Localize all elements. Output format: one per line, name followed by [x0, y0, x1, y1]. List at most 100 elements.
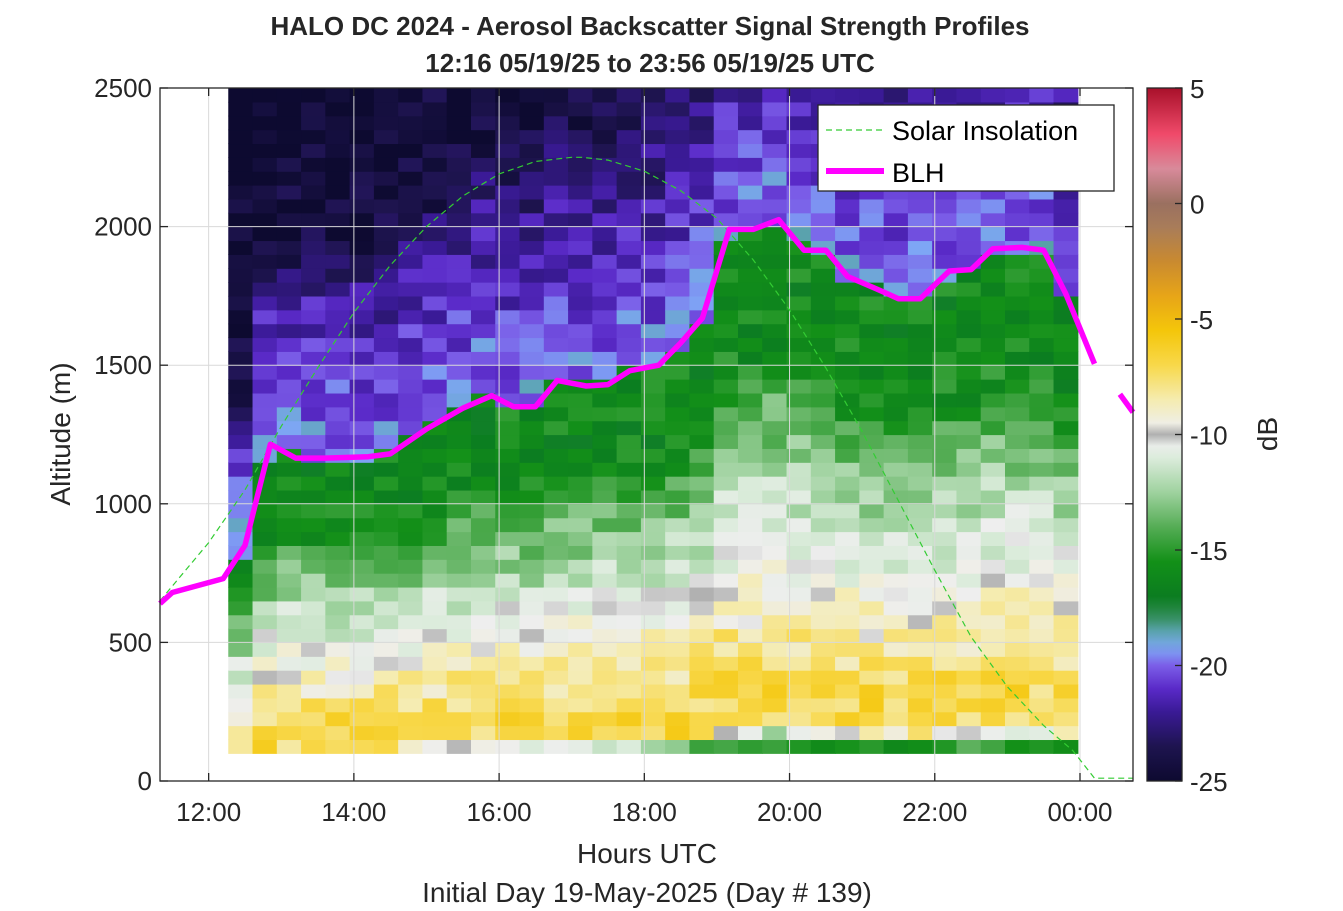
heatmap-cell	[737, 115, 763, 131]
heatmap-cell	[1053, 254, 1079, 269]
heatmap-cell	[786, 448, 812, 463]
heatmap-cell	[956, 295, 982, 311]
heatmap-cell	[373, 545, 399, 560]
heatmap-cell	[470, 656, 496, 671]
heatmap-cell	[689, 115, 715, 131]
heatmap-cell	[592, 351, 618, 366]
heatmap-cell	[932, 656, 958, 671]
heatmap-cell	[592, 240, 618, 255]
heatmap-cell	[810, 503, 836, 519]
heatmap-cell	[592, 254, 618, 269]
heatmap-cell	[689, 545, 715, 560]
heatmap-cell	[762, 309, 788, 325]
heatmap-cell	[640, 628, 666, 643]
heatmap-cell	[543, 115, 569, 131]
heatmap-cell	[519, 351, 545, 366]
heatmap-cell	[665, 88, 691, 103]
heatmap-cell	[543, 420, 569, 436]
heatmap-cell	[616, 614, 642, 630]
heatmap-cell	[980, 725, 1006, 741]
heatmap-cell	[422, 323, 448, 339]
heatmap-cell	[883, 365, 909, 380]
heatmap-cell	[640, 683, 666, 699]
heatmap-cell	[616, 171, 642, 186]
heatmap-cell	[689, 670, 715, 685]
heatmap-cell	[883, 739, 909, 754]
heatmap-cell	[665, 531, 691, 546]
legend-blh-label: BLH	[892, 158, 945, 188]
heatmap-cell	[1005, 559, 1030, 574]
heatmap-cell	[519, 517, 545, 533]
heatmap-cell	[592, 642, 618, 657]
heatmap-cell	[713, 295, 739, 311]
heatmap-cell	[907, 739, 933, 754]
heatmap-cell	[907, 586, 933, 602]
heatmap-cell	[519, 545, 545, 560]
heatmap-cell	[737, 739, 763, 754]
heatmap-cell	[810, 573, 836, 588]
legend-solar-label: Solar Insolation	[892, 116, 1078, 146]
heatmap-cell	[713, 268, 739, 283]
heatmap-cell	[980, 642, 1006, 657]
heatmap-cell	[980, 309, 1006, 325]
colorbar-tick-label: -15	[1190, 536, 1228, 566]
heatmap-cell	[373, 697, 399, 713]
heatmap-cell	[737, 628, 763, 643]
heatmap-cell	[980, 392, 1006, 408]
heatmap-cell	[689, 489, 715, 505]
heatmap-cell	[616, 88, 642, 103]
heatmap-cell	[568, 268, 593, 283]
heatmap-cell	[859, 212, 885, 228]
heatmap-cell	[470, 157, 496, 172]
heatmap-cell	[470, 226, 496, 242]
heatmap-cell	[786, 573, 812, 588]
heatmap-cell	[616, 392, 642, 408]
heatmap-cell	[519, 226, 545, 242]
heatmap-cell	[228, 365, 254, 380]
heatmap-cell	[568, 434, 593, 449]
heatmap-cell	[616, 683, 642, 699]
heatmap-cell	[1005, 711, 1030, 727]
heatmap-cell	[398, 365, 424, 380]
heatmap-cell	[349, 143, 375, 158]
heatmap-cell	[956, 420, 982, 436]
heatmap-cell	[689, 268, 715, 283]
heatmap-cell	[737, 670, 763, 685]
heatmap-cell	[665, 240, 691, 255]
heatmap-cell	[568, 420, 593, 436]
heatmap-cell	[1053, 503, 1079, 519]
heatmap-cell	[689, 683, 715, 699]
heatmap-cell	[422, 420, 448, 436]
heatmap-cell	[470, 115, 496, 131]
heatmap-cell	[689, 101, 715, 117]
heatmap-cell	[956, 212, 982, 228]
x-tick-label: 22:00	[902, 797, 967, 827]
heatmap-cell	[446, 143, 472, 158]
heatmap-cell	[932, 573, 958, 588]
heatmap-cell	[1029, 517, 1055, 533]
heatmap-cell	[568, 448, 593, 463]
heatmap-cell	[883, 586, 909, 602]
heatmap-cell	[470, 586, 496, 602]
heatmap-cell	[859, 323, 885, 339]
heatmap-cell	[665, 268, 691, 283]
heatmap-cell	[325, 226, 351, 242]
heatmap-cell	[325, 185, 351, 200]
heatmap-cell	[422, 531, 448, 546]
heatmap-cell	[543, 489, 569, 505]
heatmap-cell	[592, 614, 618, 630]
heatmap-cell	[665, 420, 691, 436]
heatmap-cell	[470, 628, 496, 643]
heatmap-cell	[373, 476, 399, 491]
heatmap-cell	[616, 739, 642, 754]
heatmap-cell	[1005, 420, 1030, 436]
heatmap-cell	[228, 406, 254, 422]
heatmap-cell	[786, 254, 812, 269]
heatmap-cell	[762, 670, 788, 685]
heatmap-cell	[689, 379, 715, 394]
heatmap-cell	[543, 573, 569, 588]
heatmap-cell	[640, 614, 666, 630]
heatmap-cell	[762, 517, 788, 533]
heatmap-cell	[349, 268, 375, 283]
heatmap-cell	[713, 171, 739, 186]
